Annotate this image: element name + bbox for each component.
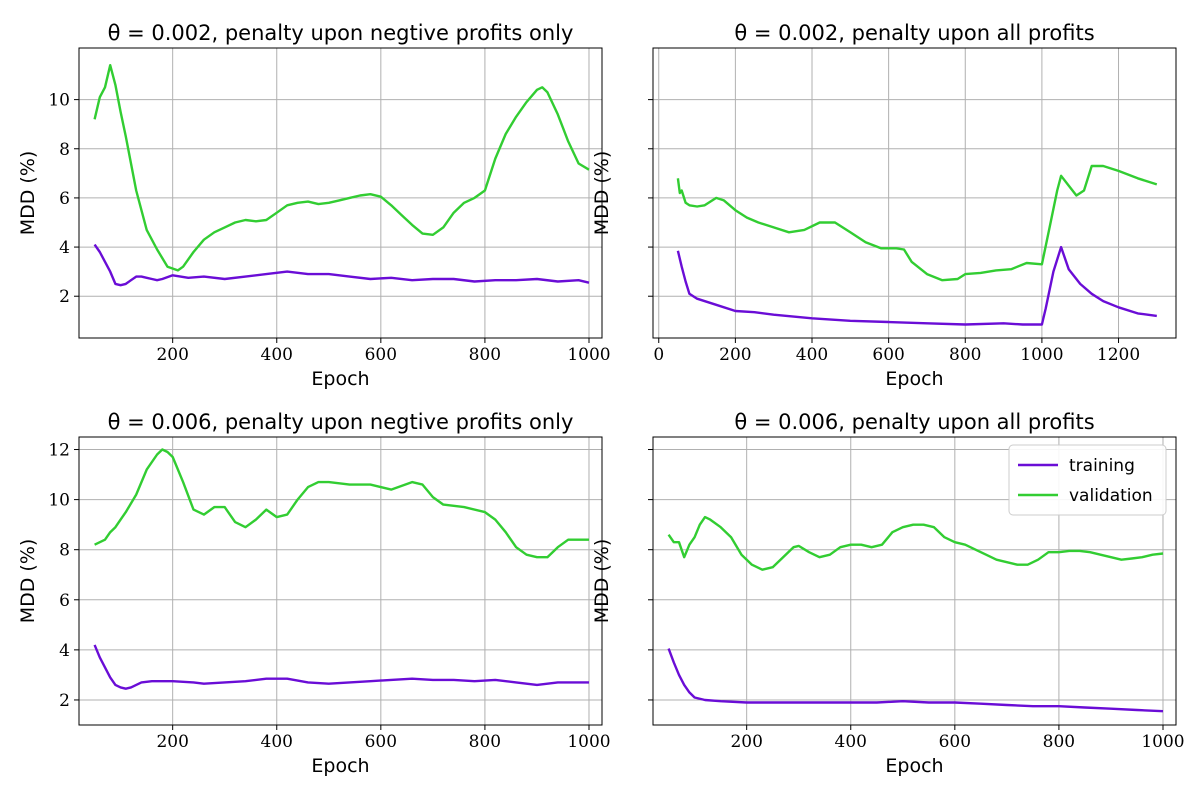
x-axis-label: Epoch bbox=[885, 368, 943, 390]
series-line-training bbox=[676, 245, 1157, 326]
x-tick-label: 200 bbox=[156, 345, 188, 365]
x-axis-label: Epoch bbox=[311, 368, 369, 390]
y-tick-label: 8 bbox=[59, 140, 70, 160]
x-tick-label: 200 bbox=[730, 732, 762, 752]
x-tick-label: 400 bbox=[796, 345, 828, 365]
y-tick-label: 2 bbox=[59, 287, 70, 307]
y-axis-label: MDD (%) bbox=[591, 151, 613, 236]
series-line-training bbox=[667, 648, 1164, 713]
series-line-training bbox=[93, 644, 589, 690]
legend: training validation bbox=[1008, 444, 1167, 516]
chart-panel-2: θ = 0.002, penalty upon all profits 0 200 4… bbox=[591, 21, 1177, 390]
x-tick-label: 1000 bbox=[1141, 732, 1184, 752]
x-tick-label: 400 bbox=[835, 732, 867, 752]
plot-frame bbox=[78, 47, 603, 339]
y-tick-label: 10 bbox=[48, 91, 70, 111]
y-tick-label: 12 bbox=[48, 441, 70, 461]
x-tick-label: 400 bbox=[261, 345, 293, 365]
y-tick-label: 6 bbox=[59, 189, 70, 209]
x-tick-label: 600 bbox=[365, 732, 397, 752]
chart-title: θ = 0.006, penalty upon all profits bbox=[734, 410, 1094, 434]
y-axis-label: MDD (%) bbox=[17, 539, 39, 624]
chart-panel-4: θ = 0.006, penalty upon all profits 200 40… bbox=[591, 410, 1185, 777]
x-tick-label: 800 bbox=[469, 732, 501, 752]
legend-box bbox=[1008, 444, 1167, 516]
x-tick-label: 0 bbox=[653, 345, 664, 365]
series-line-validation bbox=[676, 164, 1158, 282]
x-axis-label: Epoch bbox=[885, 755, 943, 777]
chart-panel-3: θ = 0.006, penalty upon negtive profits … bbox=[17, 410, 611, 777]
y-axis-label: MDD (%) bbox=[17, 151, 39, 236]
x-tick-label: 600 bbox=[939, 732, 971, 752]
y-tick-label: 4 bbox=[59, 238, 70, 258]
x-tick-label: 1000 bbox=[567, 345, 610, 365]
legend-label-validation: validation bbox=[1069, 486, 1153, 506]
chart-title: θ = 0.002, penalty upon all profits bbox=[734, 21, 1094, 45]
plot-frame bbox=[78, 436, 603, 726]
x-tick-label: 1000 bbox=[567, 732, 610, 752]
y-tick-label: 10 bbox=[48, 491, 70, 511]
y-tick-label: 2 bbox=[59, 691, 70, 711]
y-tick-label: 6 bbox=[59, 591, 70, 611]
series-line-validation bbox=[94, 448, 589, 559]
chart-title: θ = 0.006, penalty upon negtive profits … bbox=[108, 410, 574, 434]
y-axis-label: MDD (%) bbox=[591, 539, 613, 624]
x-tick-label: 800 bbox=[1043, 732, 1075, 752]
x-tick-label: 600 bbox=[365, 345, 397, 365]
x-tick-label: 1000 bbox=[1020, 345, 1063, 365]
x-tick-label: 400 bbox=[261, 732, 293, 752]
series-line-validation bbox=[93, 64, 590, 272]
series-line-validation bbox=[667, 515, 1164, 571]
plot-frame bbox=[652, 436, 1177, 726]
x-tick-label: 200 bbox=[719, 345, 751, 365]
series-line-training bbox=[93, 243, 590, 287]
legend-label-training: training bbox=[1069, 456, 1135, 476]
y-tick-label: 8 bbox=[59, 541, 70, 561]
x-tick-label: 1200 bbox=[1097, 345, 1140, 365]
plot-frame bbox=[652, 47, 1177, 339]
x-tick-label: 800 bbox=[469, 345, 501, 365]
x-tick-label: 800 bbox=[949, 345, 981, 365]
x-axis-label: Epoch bbox=[311, 755, 369, 777]
x-tick-label: 600 bbox=[872, 345, 904, 365]
y-tick-label: 4 bbox=[59, 641, 70, 661]
chart-title: θ = 0.002, penalty upon negtive profits … bbox=[108, 21, 574, 45]
chart-panel-1: θ = 0.002, penalty upon negtive profits … bbox=[17, 21, 611, 390]
x-tick-label: 200 bbox=[156, 732, 188, 752]
